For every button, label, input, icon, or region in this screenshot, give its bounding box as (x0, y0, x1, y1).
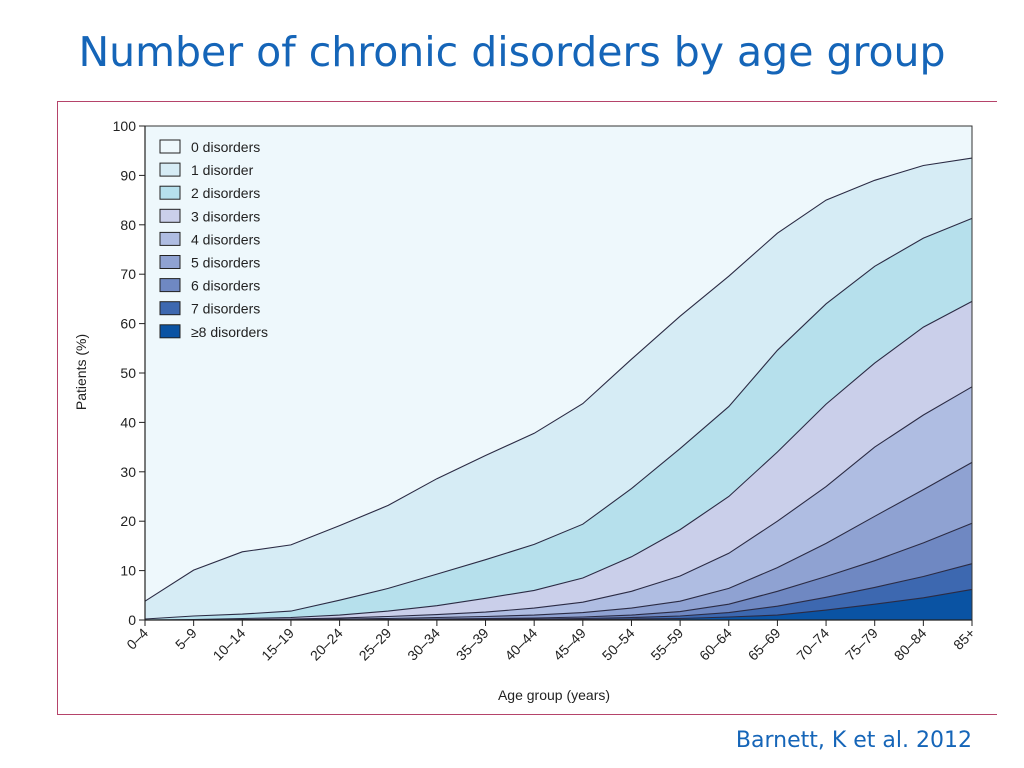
y-tick-label: 0 (128, 612, 136, 628)
x-tick-label: 25–29 (356, 625, 395, 664)
legend-label-5-disorders: 5 disorders (191, 255, 260, 271)
y-axis-label: Patients (%) (73, 334, 89, 410)
legend-swatch-4-disorders (159, 231, 181, 246)
legend-label-0-disorders: 0 disorders (191, 139, 260, 155)
x-tick-label: 80–84 (891, 625, 930, 664)
y-tick-label: 60 (120, 316, 136, 332)
x-tick-label: 5–9 (172, 625, 200, 653)
plot-border (145, 125, 973, 620)
legend-swatch-1-disorder (159, 162, 181, 177)
chart-frame (57, 101, 997, 715)
x-tick-label: 65–69 (745, 625, 784, 664)
area-4-disorders (145, 386, 972, 620)
boundary-line-1-disorder (144, 157, 973, 602)
y-axis: 0 10 20 30 40 50 60 70 80 90 100 (113, 118, 146, 628)
x-axis-label: Age group (years) (498, 687, 610, 703)
boundary-line-2-disorders (144, 217, 973, 620)
legend-swatch-2-disorders (159, 185, 181, 200)
y-tick-label: 70 (120, 266, 136, 282)
y-tick-label: 10 (120, 563, 136, 579)
legend-swatch-5-disorders (159, 255, 181, 269)
y-tick-label: 80 (120, 217, 136, 233)
legend-label-ge8-disorders: ≥8 disorders (191, 324, 268, 340)
x-tick-label: 45–49 (550, 625, 589, 664)
legend: 0 disorders 1 disorder 2 disorders 3 disord… (159, 139, 268, 340)
x-tick-label: 70–74 (793, 625, 832, 664)
area-6-disorders (145, 523, 972, 620)
y-tick-label: 90 (120, 167, 136, 183)
x-tick-label: 35–39 (453, 625, 492, 664)
area-5-disorders (145, 462, 972, 620)
y-tick-label: 30 (120, 464, 136, 480)
legend-label-4-disorders: 4 disorders (191, 231, 260, 247)
slide-title: Number of chronic disorders by age group (78, 28, 946, 76)
legend-label-2-disorders: 2 disorders (191, 185, 260, 201)
y-tick-label: 40 (120, 414, 136, 430)
legend-swatch-7-disorders (159, 301, 181, 316)
x-tick-label: 0–4 (123, 625, 151, 653)
x-tick-label: 10–14 (210, 625, 249, 664)
citation: Barnett, K et al. 2012 (735, 728, 972, 753)
x-axis: 0–4 5–9 10–14 15–19 20–24 25–29 30–34 35–39 40–4… (123, 619, 978, 664)
area-ge8-disorders (145, 589, 972, 620)
x-tick-label: 30–34 (404, 625, 443, 664)
area-layers (144, 125, 973, 621)
legend-swatch-ge8-disorders (159, 324, 181, 339)
x-tick-label: 50–54 (599, 625, 638, 664)
legend-swatch-3-disorders (159, 208, 181, 223)
legend-swatch-0-disorders (159, 139, 181, 154)
x-tick-label: 60–64 (696, 625, 735, 664)
y-tick-label: 50 (120, 365, 136, 381)
y-tick-label: 20 (120, 513, 136, 529)
boundary-line-3-disorders (144, 300, 973, 621)
x-tick-label: 75–79 (842, 625, 881, 664)
boundary-line-4-disorders (145, 386, 973, 621)
x-tick-label: 40–44 (501, 625, 540, 664)
legend-label-7-disorders: 7 disorders (191, 301, 260, 317)
legend-label-1-disorder: 1 disorder (191, 162, 254, 178)
x-tick-label: 55–59 (647, 625, 686, 664)
x-tick-label: 85+ (950, 625, 978, 653)
y-tick-label: 100 (113, 118, 137, 134)
x-tick-label: 20–24 (307, 625, 346, 664)
legend-label-6-disorders: 6 disorders (191, 278, 260, 294)
legend-label-3-disorders: 3 disorders (191, 208, 260, 224)
x-tick-label: 15–19 (258, 625, 297, 664)
legend-swatch-6-disorders (159, 278, 181, 293)
